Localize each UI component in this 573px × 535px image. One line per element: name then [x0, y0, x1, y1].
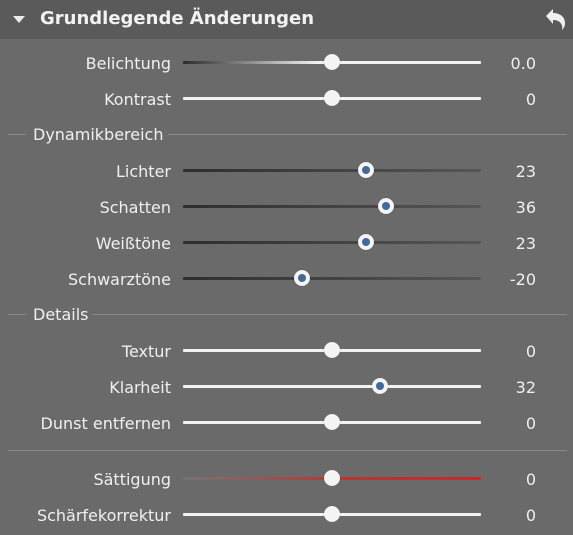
slider-row-klarheit: Klarheit 32 [0, 372, 573, 402]
slider-knob[interactable] [324, 90, 340, 106]
slider-row-kontrast: Kontrast 0 [0, 84, 573, 114]
slider-track[interactable] [183, 277, 481, 280]
slider-label: Belichtung [85, 54, 171, 73]
section-title: Details [33, 305, 89, 324]
slider-knob[interactable] [294, 270, 311, 286]
slider-label: Lichter [116, 162, 171, 181]
slider-row-weisstoene: Weißtöne 23 [0, 228, 573, 258]
slider-label: Textur [121, 342, 171, 361]
slider-label: Schwarztöne [67, 270, 171, 289]
section-rule [168, 134, 567, 135]
slider-row-belichtung: Belichtung 0.0 [0, 48, 573, 78]
slider-row-schwarztoene: Schwarztöne -20 [0, 264, 573, 294]
slider-value[interactable]: 23 [515, 162, 536, 181]
slider-value[interactable]: 23 [515, 234, 536, 253]
section-rule [8, 314, 26, 315]
slider-knob[interactable] [358, 162, 375, 178]
slider-label: Weißtöne [95, 234, 171, 253]
slider-knob[interactable] [324, 470, 340, 486]
slider-value[interactable]: 0 [525, 342, 536, 361]
slider-value[interactable]: 32 [515, 378, 536, 397]
triangle-down-icon[interactable] [13, 16, 25, 23]
section-details: Details [0, 302, 573, 328]
slider-value[interactable]: 36 [515, 198, 536, 217]
slider-label: Dunst entfernen [40, 414, 171, 433]
slider-track[interactable] [183, 241, 481, 244]
slider-track[interactable] [183, 205, 481, 208]
slider-row-schaerfekorrektur: Schärfekorrektur 0 [0, 500, 573, 530]
slider-knob[interactable] [371, 378, 388, 394]
slider-label: Sättigung [93, 470, 171, 489]
slider-knob[interactable] [324, 54, 340, 70]
section-divider [8, 450, 567, 451]
slider-label: Schärfekorrektur [36, 506, 171, 525]
slider-track[interactable] [183, 385, 481, 388]
slider-knob[interactable] [377, 198, 394, 214]
slider-value[interactable]: 0 [525, 470, 536, 489]
slider-row-dunst-entfernen: Dunst entfernen 0 [0, 408, 573, 438]
section-title: Dynamikbereich [33, 125, 164, 144]
slider-row-textur: Textur 0 [0, 336, 573, 366]
section-dynamikbereich: Dynamikbereich [0, 122, 573, 148]
slider-knob[interactable] [324, 506, 340, 522]
section-rule [8, 134, 26, 135]
slider-row-saettigung: Sättigung 0 [0, 464, 573, 494]
undo-arrow-icon[interactable] [540, 5, 570, 33]
slider-value[interactable]: 0 [525, 414, 536, 433]
slider-label: Schatten [99, 198, 171, 217]
panel-header[interactable]: Grundlegende Änderungen [0, 0, 573, 39]
panel-title: Grundlegende Änderungen [40, 8, 315, 29]
slider-knob[interactable] [324, 342, 340, 358]
slider-label: Kontrast [104, 90, 171, 109]
slider-value[interactable]: 0 [525, 506, 536, 525]
slider-knob[interactable] [358, 234, 375, 250]
slider-value[interactable]: -20 [509, 270, 536, 289]
slider-value[interactable]: 0 [525, 90, 536, 109]
section-rule [92, 314, 567, 315]
slider-label: Klarheit [109, 378, 171, 397]
slider-value[interactable]: 0.0 [510, 54, 536, 73]
slider-track[interactable] [183, 169, 481, 172]
slider-knob[interactable] [324, 414, 340, 430]
slider-row-schatten: Schatten 36 [0, 192, 573, 222]
slider-row-lichter: Lichter 23 [0, 156, 573, 186]
